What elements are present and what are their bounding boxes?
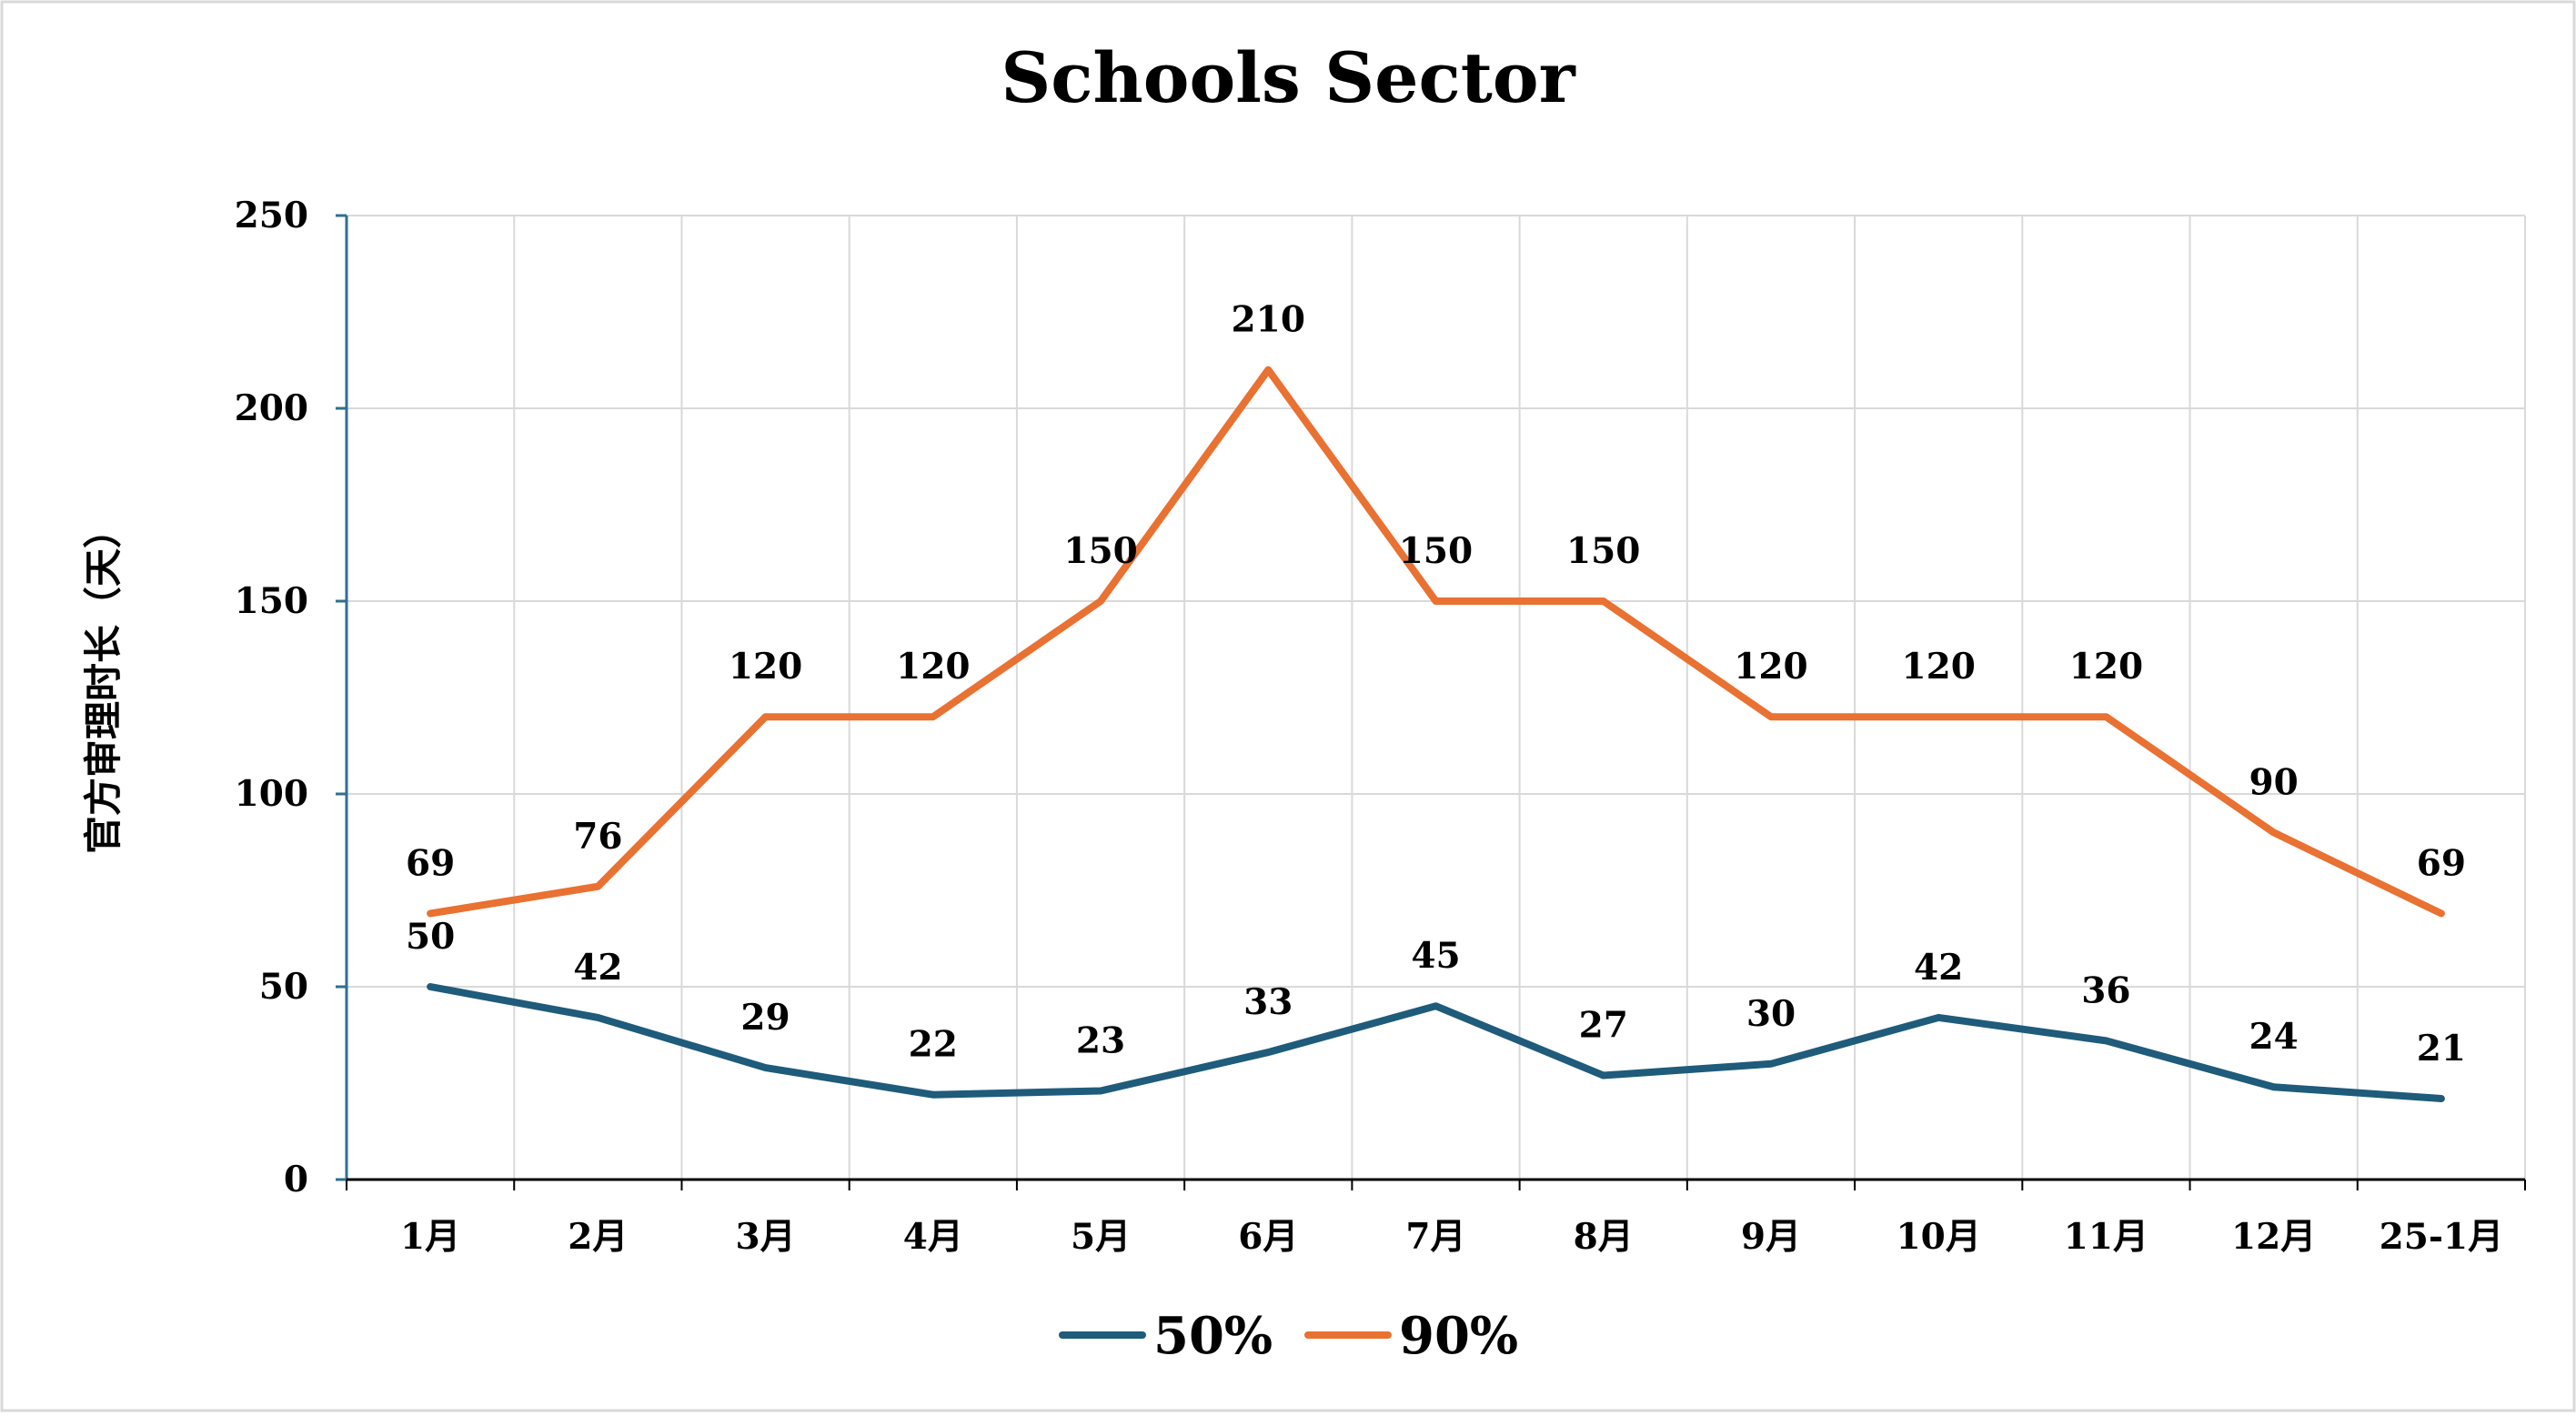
data-label: 150 bbox=[1063, 530, 1137, 572]
data-label: 120 bbox=[729, 646, 802, 688]
data-label: 30 bbox=[1746, 993, 1796, 1035]
grid-layer bbox=[347, 215, 2526, 1180]
x-tick-label: 5月 bbox=[1071, 1216, 1131, 1258]
data-label: 36 bbox=[2081, 969, 2130, 1011]
x-tick-label: 7月 bbox=[1405, 1216, 1465, 1258]
data-label: 69 bbox=[2417, 842, 2466, 884]
data-label: 42 bbox=[1914, 947, 1963, 989]
data-label: 27 bbox=[1579, 1005, 1628, 1047]
x-tick-label: 8月 bbox=[1574, 1216, 1634, 1258]
data-label: 120 bbox=[896, 646, 970, 688]
y-tick-label: 200 bbox=[235, 387, 308, 429]
label-layer: 50 42 29 22 23 33 45 27 30 42 36 24 21 69 76 120 120 150 2… bbox=[406, 299, 2466, 1070]
x-tick-label: 10月 bbox=[1897, 1216, 1981, 1258]
series-line-90pct bbox=[427, 366, 2445, 918]
x-tick-label: 1月 bbox=[400, 1216, 460, 1258]
x-tick-label: 4月 bbox=[903, 1216, 963, 1258]
data-label: 23 bbox=[1076, 1019, 1125, 1061]
x-tick-label: 9月 bbox=[1741, 1216, 1801, 1258]
data-label: 29 bbox=[740, 997, 790, 1039]
x-tick-label: 2月 bbox=[568, 1216, 628, 1258]
data-label: 24 bbox=[2249, 1016, 2299, 1058]
axis-layer: 0 50 100 150 200 250 1月 2月 3月 4月 5月 6月 7月 8月 9月 10月 11月 1… bbox=[235, 195, 2526, 1258]
y-axis-title: 官方审理时长（天） bbox=[81, 510, 126, 854]
data-label: 76 bbox=[573, 816, 622, 858]
y-tick-label: 150 bbox=[235, 580, 308, 622]
legend-label: 50% bbox=[1153, 1306, 1273, 1366]
legend-label: 90% bbox=[1399, 1306, 1518, 1366]
y-tick-label: 50 bbox=[259, 966, 308, 1008]
data-label: 120 bbox=[1901, 646, 1975, 688]
series-layer bbox=[427, 366, 2445, 1102]
data-label: 50 bbox=[406, 916, 455, 958]
data-label: 42 bbox=[573, 947, 622, 989]
legend: 50% 90% bbox=[1059, 1306, 1518, 1366]
chart-title: Schools Sector bbox=[1001, 37, 1575, 118]
data-label: 21 bbox=[2417, 1028, 2466, 1070]
data-label: 69 bbox=[406, 842, 455, 884]
x-tick-label: 12月 bbox=[2231, 1216, 2316, 1258]
y-tick-label: 100 bbox=[235, 773, 308, 815]
data-label: 150 bbox=[1566, 530, 1640, 572]
data-label: 33 bbox=[1243, 981, 1293, 1023]
data-label: 120 bbox=[2069, 646, 2143, 688]
x-tick-label: 11月 bbox=[2064, 1216, 2148, 1258]
y-tick-label: 0 bbox=[284, 1159, 308, 1200]
data-label: 22 bbox=[909, 1024, 958, 1066]
data-label: 90 bbox=[2249, 761, 2299, 803]
data-label: 210 bbox=[1232, 299, 1305, 341]
x-tick-label: 6月 bbox=[1238, 1216, 1298, 1258]
data-label: 150 bbox=[1399, 530, 1473, 572]
y-tick-label: 250 bbox=[235, 195, 308, 236]
data-label: 45 bbox=[1411, 935, 1460, 977]
series-line-50pct bbox=[427, 983, 2445, 1102]
data-label: 120 bbox=[1734, 646, 1807, 688]
x-tick-label: 25-1月 bbox=[2380, 1216, 2504, 1258]
x-tick-label: 3月 bbox=[736, 1216, 796, 1258]
